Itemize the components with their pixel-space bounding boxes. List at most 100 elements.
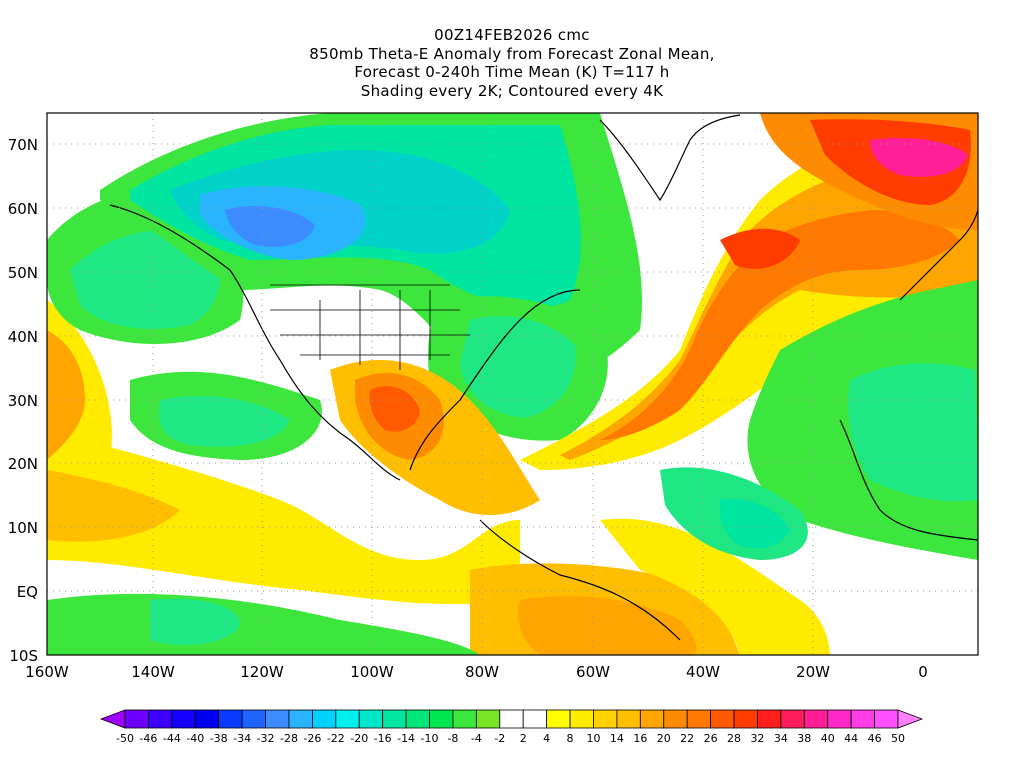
colorbar-label: -14 (397, 732, 415, 745)
colorbar-label: 22 (680, 732, 694, 745)
lon-label: 80W (465, 663, 499, 681)
tropical-pacific-warm (47, 430, 520, 605)
lon-label: 140W (131, 663, 175, 681)
lat-label: 60N (8, 200, 38, 218)
colorbar-swatch (475, 709, 501, 729)
colorbar-label: 28 (727, 732, 741, 745)
colorbar-swatch (335, 709, 360, 729)
colorbar-swatch (780, 709, 805, 729)
lat-label: 10S (9, 647, 38, 665)
title-line-1: 00Z14FEB2026 cmc (434, 26, 590, 44)
title-line-2: 850mb Theta-E Anomaly from Forecast Zona… (309, 44, 715, 63)
colorbar-swatch (499, 709, 524, 729)
coastlines (109, 114, 978, 641)
europe-coast (899, 209, 978, 301)
colorbar-label: -22 (327, 732, 345, 745)
colorbar-label: -26 (303, 732, 321, 745)
lat-label: 70N (8, 136, 38, 154)
colorbar-label: 38 (797, 732, 811, 745)
colorbar-swatch (663, 709, 688, 729)
lon-label: 120W (240, 663, 284, 681)
colorbar-label: -44 (163, 732, 181, 745)
north-pacific-core (70, 230, 221, 329)
colorbar-swatch (569, 709, 594, 729)
colorbar-swatch (405, 709, 430, 729)
colorbar-label: -32 (257, 732, 275, 745)
tropical-atlantic-cyan (719, 499, 790, 549)
colorbar-swatch (639, 709, 665, 729)
colorbar-labels: -50 -46 -44 -40 -38 -34 -32 -28 -26 -22 -20 -16 -14-… (116, 732, 905, 745)
colorbar-swatch (452, 709, 477, 729)
lon-label: 60W (576, 663, 610, 681)
colorbar-label: -28 (280, 732, 298, 745)
colorbar-swatches (99, 709, 924, 729)
colorbar-label: 20 (657, 732, 671, 745)
lat-label: EQ (17, 583, 38, 601)
equatorial-orange (47, 470, 180, 542)
colorbar-swatch (218, 709, 243, 729)
colorbar-label: 16 (633, 732, 647, 745)
colorbar-label: 32 (750, 732, 764, 745)
w-atlantic-core (460, 316, 576, 418)
colorbar-label: 26 (704, 732, 718, 745)
colorbar-label: 34 (774, 732, 788, 745)
lon-label: 0 (918, 663, 928, 681)
lon-label: 100W (350, 663, 394, 681)
colorbar-label: 46 (868, 732, 882, 745)
africa-coast (839, 419, 978, 541)
colorbar-swatch (241, 709, 266, 729)
colorbar-label: 2 (520, 732, 527, 745)
colorbar-label: -40 (186, 732, 204, 745)
lon-label: 160W (25, 663, 69, 681)
graticule (47, 113, 978, 655)
colorbar-label: 50 (891, 732, 905, 745)
colorbar-swatch (265, 709, 290, 729)
colorbar-swatch (288, 709, 313, 729)
colorbar-label: -50 (116, 732, 134, 745)
colorbar-label: 10 (586, 732, 600, 745)
colorbar-label: -38 (210, 732, 228, 745)
lat-label: 50N (8, 264, 38, 282)
west-pacific-yellow (47, 300, 112, 470)
subtropical-pacific-core (158, 396, 290, 447)
colorbar-swatch (710, 709, 735, 729)
colorbar-swatch (429, 709, 454, 729)
colorbar-swatch (148, 709, 173, 729)
colorbar-swatch (616, 709, 641, 729)
colorbar-swatch (757, 709, 782, 729)
north-america-coast (109, 204, 581, 481)
colorbar-label: -46 (139, 732, 157, 745)
colorbar-swatch (124, 709, 149, 729)
arctic-magenta (870, 138, 968, 177)
colorbar-label: -16 (374, 732, 392, 745)
colorbar-swatch (593, 709, 618, 729)
colorbar-label: 4 (543, 732, 550, 745)
gulf-core (369, 386, 420, 432)
colorbar-swatch (803, 709, 829, 729)
colorbar-swatch (827, 709, 852, 729)
hudson-cyan (408, 169, 500, 240)
colorbar-label: 40 (821, 732, 835, 745)
map-title: 00Z14FEB2026 cmc 850mb Theta-E Anomaly f… (0, 26, 1024, 100)
colorbar-label: 44 (844, 732, 858, 745)
title-line-3: Forecast 0-240h Time Mean (K) T=117 h (354, 63, 670, 81)
south-america-coast (479, 519, 681, 641)
colorbar-label: -34 (233, 732, 251, 745)
s-atlantic-yellow (600, 518, 830, 655)
colorbar-label: -10 (421, 732, 439, 745)
colorbar-swatch (358, 709, 384, 729)
nw-canada-core (225, 205, 315, 247)
colorbar-label: 8 (567, 732, 574, 745)
map-plot-area (47, 113, 978, 655)
west-pacific-orange (47, 330, 86, 460)
colorbar-label: -4 (471, 732, 482, 745)
colorbar-left-arrow (99, 709, 126, 729)
colorbar-label: -8 (447, 732, 458, 745)
lat-label: 40N (8, 328, 38, 346)
colorbar-label: -2 (494, 732, 505, 745)
colorbar-swatch (546, 709, 571, 729)
map-frame (46, 112, 979, 656)
colorbar-swatch (171, 709, 196, 729)
